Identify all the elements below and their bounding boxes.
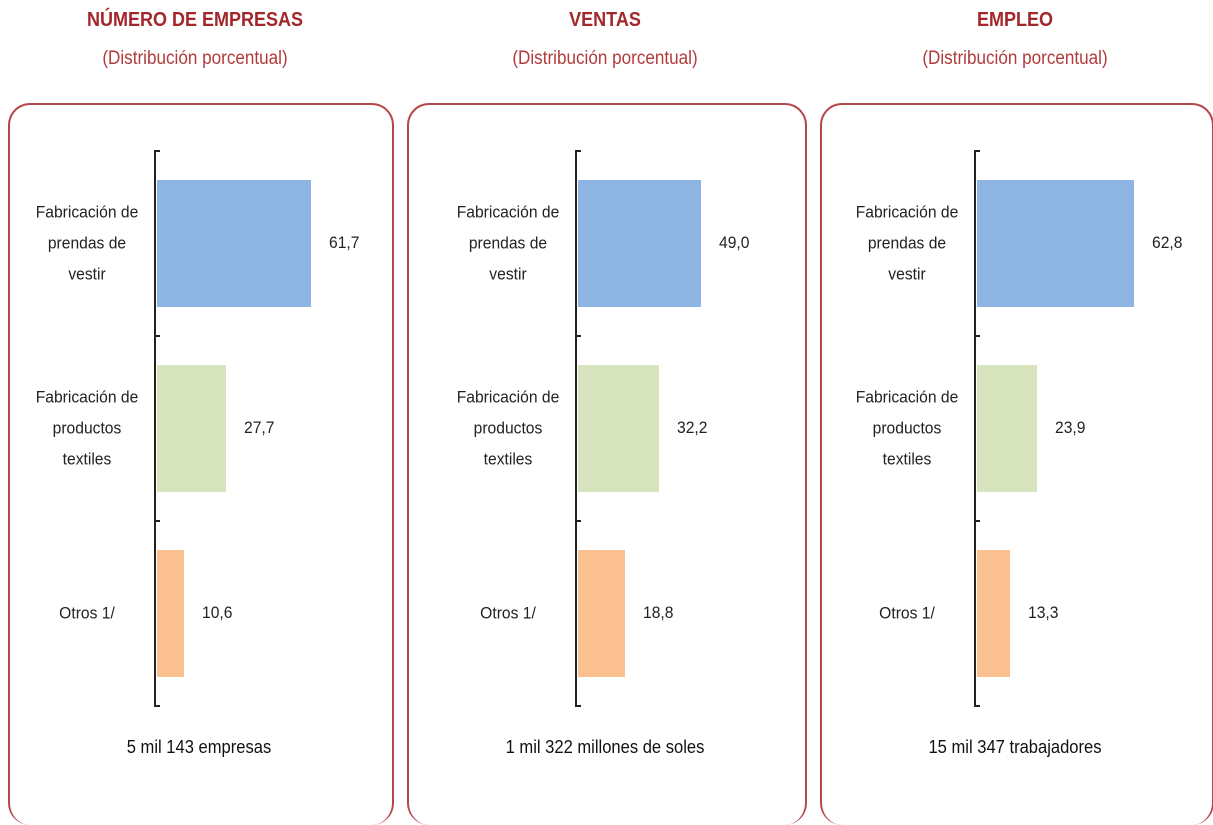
value-label: 27,7 [244, 418, 275, 437]
value-label: 32,2 [676, 418, 707, 437]
chart-subtitle: (Distribución porcentual) [102, 48, 288, 69]
bar [977, 364, 1037, 492]
bar [977, 179, 1134, 307]
category-label: Otros 1/ [879, 603, 935, 623]
axis-tick [974, 150, 980, 152]
panel-frame [8, 103, 394, 825]
axis-tick [154, 705, 160, 707]
bar [578, 549, 625, 677]
axis-tick [974, 335, 980, 337]
category-label: Otros 1/ [480, 603, 536, 623]
category-label: Fabricación de productos textiles [855, 387, 959, 469]
footer-note: 1 mil 322 millones de soles [505, 737, 705, 757]
value-label: 49,0 [718, 233, 749, 252]
category-label: Otros 1/ [59, 603, 115, 623]
category-label: Fabricación de productos textiles [35, 387, 139, 469]
category-label: Fabricación de prendas de vestir [456, 202, 560, 284]
chart-subtitle: (Distribución porcentual) [922, 48, 1108, 69]
axis-line [154, 150, 156, 705]
value-label: 18,8 [643, 603, 674, 622]
axis-tick [575, 520, 581, 522]
bar [157, 549, 184, 677]
axis-tick [974, 520, 980, 522]
bar [578, 179, 701, 307]
chart-subtitle: (Distribución porcentual) [512, 48, 698, 69]
axis-line [974, 150, 976, 705]
panel-frame [407, 103, 807, 825]
axis-tick [575, 150, 581, 152]
category-label: Fabricación de productos textiles [456, 387, 560, 469]
footer-note: 15 mil 347 trabajadores [928, 737, 1102, 757]
value-label: 10,6 [201, 603, 232, 622]
bar [578, 364, 659, 492]
value-label: 61,7 [329, 233, 360, 252]
value-label: 13,3 [1028, 603, 1059, 622]
bar [977, 549, 1011, 677]
bar [157, 364, 227, 492]
axis-tick [575, 705, 581, 707]
chart-title: EMPLEO [976, 9, 1053, 31]
axis-tick [974, 705, 980, 707]
category-label: Fabricación de prendas de vestir [35, 202, 139, 284]
axis-tick [575, 335, 581, 337]
value-label: 62,8 [1152, 233, 1183, 252]
footer-note: 5 mil 143 empresas [126, 737, 272, 757]
axis-tick [154, 150, 160, 152]
axis-line [575, 150, 577, 705]
axis-tick [154, 335, 160, 337]
bar [157, 179, 312, 307]
chart-title: VENTAS [569, 9, 641, 31]
axis-tick [154, 520, 160, 522]
value-label: 23,9 [1054, 418, 1086, 437]
category-label: Fabricación de prendas de vestir [855, 202, 959, 284]
chart-title: NÚMERO DE EMPRESAS [86, 9, 304, 31]
